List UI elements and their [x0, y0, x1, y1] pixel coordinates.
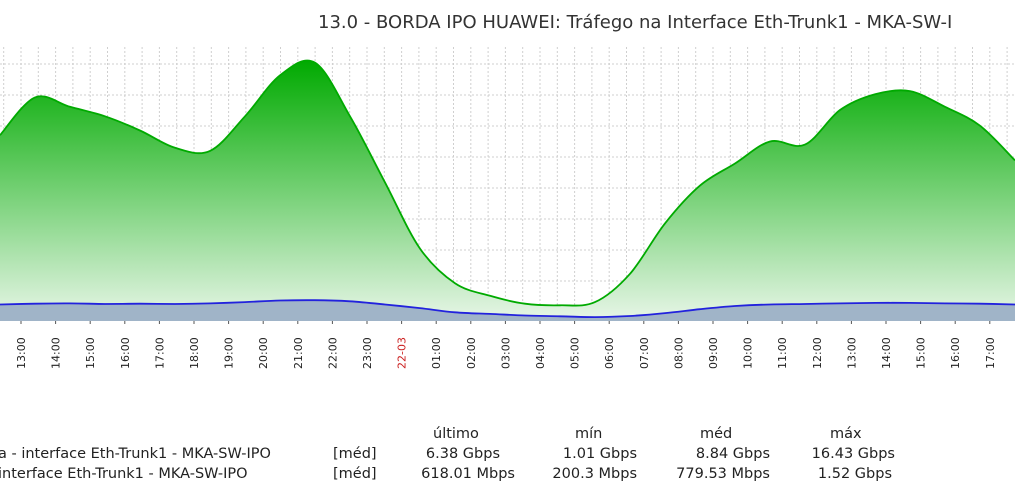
x-tick-label: 21:00 — [292, 337, 305, 369]
x-tick-label: 10:00 — [742, 337, 755, 369]
x-tick-label: 23:00 — [361, 337, 374, 369]
legend-ultimo: 618.01 Mbps — [421, 466, 515, 482]
x-tick-label: 04:00 — [534, 337, 547, 369]
x-tick-label: 07:00 — [638, 337, 651, 369]
legend-header-ultimo: último — [433, 426, 479, 442]
legend-aggregation: [méd] — [333, 466, 377, 482]
x-tick-label: 11:00 — [776, 337, 789, 369]
x-tick-label: 05:00 — [569, 337, 582, 369]
legend-min: 1.01 Gbps — [562, 446, 637, 462]
series-in-area — [0, 60, 1015, 322]
x-tick-label: 15:00 — [915, 337, 928, 369]
legend-med: 779.53 Mbps — [676, 466, 770, 482]
legend-min: 200.3 Mbps — [552, 466, 637, 482]
x-tick-label: 14:00 — [880, 337, 893, 369]
x-tick-label: 03:00 — [499, 337, 512, 369]
x-tick-label: 06:00 — [603, 337, 616, 369]
legend-header-min: mín — [575, 426, 603, 442]
x-tick-label: 13:00 — [845, 337, 858, 369]
x-tick-label: 08:00 — [672, 337, 685, 369]
x-tick-label: 22-03 — [396, 337, 409, 369]
traffic-chart: 13:00 14:00 15:00 16:00 17:00 18:00 19:00 20:00… — [0, 47, 1015, 369]
legend-aggregation: [méd] — [333, 446, 377, 462]
x-tick-label: 17:00 — [984, 337, 997, 369]
x-tick-label: 20:00 — [257, 337, 270, 369]
legend: último mín méd máx a - interface Eth-Tru… — [0, 424, 1015, 494]
chart-title: 13.0 - BORDA IPO HUAWEI: Tráfego na Inte… — [318, 12, 953, 33]
legend-max: 1.52 Gbps — [817, 466, 892, 482]
series-out-line — [0, 299, 1015, 319]
x-tick-label: 22:00 — [326, 337, 339, 369]
x-tick-label: 01:00 — [430, 337, 443, 369]
legend-header-med: méd — [700, 426, 733, 442]
x-tick-label: 14:00 — [50, 337, 63, 369]
x-tick-label: 12:00 — [811, 337, 824, 369]
x-tick-label: 18:00 — [188, 337, 201, 369]
legend-med: 8.84 Gbps — [695, 446, 770, 462]
legend-series-name: a - interface Eth-Trunk1 - MKA-SW-IPO — [0, 446, 271, 462]
x-tick-label: 15:00 — [84, 337, 97, 369]
legend-series-name: interface Eth-Trunk1 - MKA-SW-IPO — [0, 466, 248, 482]
legend-ultimo: 6.38 Gbps — [425, 446, 500, 462]
legend-max: 16.43 Gbps — [811, 446, 895, 462]
series-in-line — [0, 59, 1015, 307]
x-tick-label: 16:00 — [949, 337, 962, 369]
x-tick-label: 13:00 — [15, 337, 28, 369]
x-tick-label: 17:00 — [153, 337, 166, 369]
x-tick-label: 02:00 — [465, 337, 478, 369]
x-tick-label: 09:00 — [707, 337, 720, 369]
x-tick-label: 19:00 — [223, 337, 236, 369]
x-tick-label: 16:00 — [119, 337, 132, 369]
legend-header-max: máx — [830, 426, 862, 442]
